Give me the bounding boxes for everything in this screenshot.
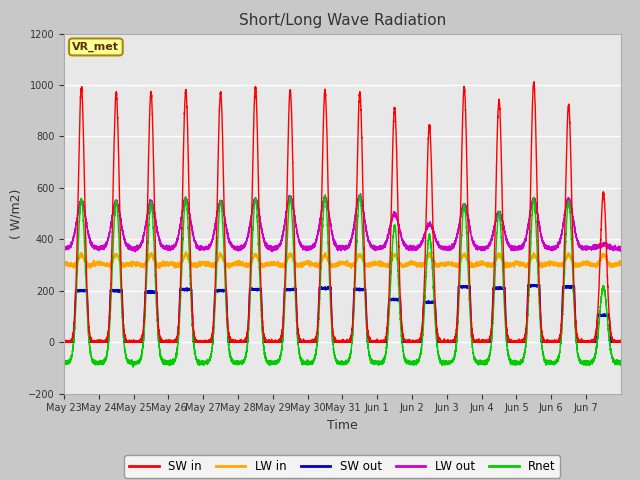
- SW in: [231, 337, 239, 343]
- SW out: [535, 282, 543, 288]
- SW out: [546, 339, 554, 345]
- Rnet: [60, 360, 68, 366]
- SW out: [60, 339, 68, 345]
- LW out: [60, 245, 68, 251]
- LW in: [310, 263, 317, 268]
- SW out: [310, 339, 317, 345]
- SW out: [617, 339, 625, 345]
- Line: SW out: SW out: [64, 285, 621, 342]
- Rnet: [546, 360, 554, 366]
- Line: LW in: LW in: [64, 252, 621, 268]
- LW in: [348, 265, 355, 271]
- SW in: [617, 339, 625, 345]
- SW in: [530, 79, 538, 84]
- Line: LW out: LW out: [64, 194, 621, 252]
- Rnet: [479, 360, 486, 366]
- LW out: [356, 191, 364, 197]
- SW out: [205, 339, 212, 345]
- Legend: SW in, LW in, SW out, LW out, Rnet: SW in, LW in, SW out, LW out, Rnet: [124, 456, 561, 478]
- LW in: [479, 260, 486, 266]
- LW in: [182, 249, 190, 254]
- Y-axis label: ( W/m2): ( W/m2): [9, 189, 22, 239]
- LW in: [231, 261, 239, 266]
- Rnet: [231, 361, 239, 367]
- Rnet: [617, 360, 625, 366]
- Rnet: [356, 192, 364, 198]
- LW out: [310, 243, 317, 249]
- Title: Short/Long Wave Radiation: Short/Long Wave Radiation: [239, 13, 446, 28]
- X-axis label: Time: Time: [327, 419, 358, 432]
- Line: SW in: SW in: [64, 82, 621, 342]
- LW out: [479, 247, 486, 253]
- LW out: [131, 249, 139, 255]
- SW out: [478, 339, 486, 345]
- SW in: [205, 338, 212, 344]
- LW in: [60, 261, 68, 266]
- LW out: [79, 204, 87, 209]
- SW in: [60, 339, 68, 345]
- SW in: [546, 339, 554, 345]
- Rnet: [205, 359, 212, 365]
- SW in: [60, 339, 68, 345]
- SW out: [231, 338, 239, 344]
- SW out: [60, 339, 68, 345]
- LW in: [205, 263, 212, 269]
- LW in: [79, 253, 87, 259]
- Rnet: [129, 364, 137, 370]
- Line: Rnet: Rnet: [64, 195, 621, 367]
- SW in: [478, 339, 486, 345]
- SW in: [310, 339, 317, 345]
- LW out: [617, 247, 625, 252]
- LW out: [231, 245, 239, 251]
- Text: VR_met: VR_met: [72, 42, 119, 52]
- SW out: [80, 287, 88, 293]
- LW in: [546, 258, 554, 264]
- SW in: [80, 140, 88, 146]
- LW out: [546, 245, 554, 251]
- LW out: [205, 245, 212, 251]
- Rnet: [79, 218, 87, 224]
- LW in: [617, 261, 625, 266]
- Rnet: [310, 355, 317, 361]
